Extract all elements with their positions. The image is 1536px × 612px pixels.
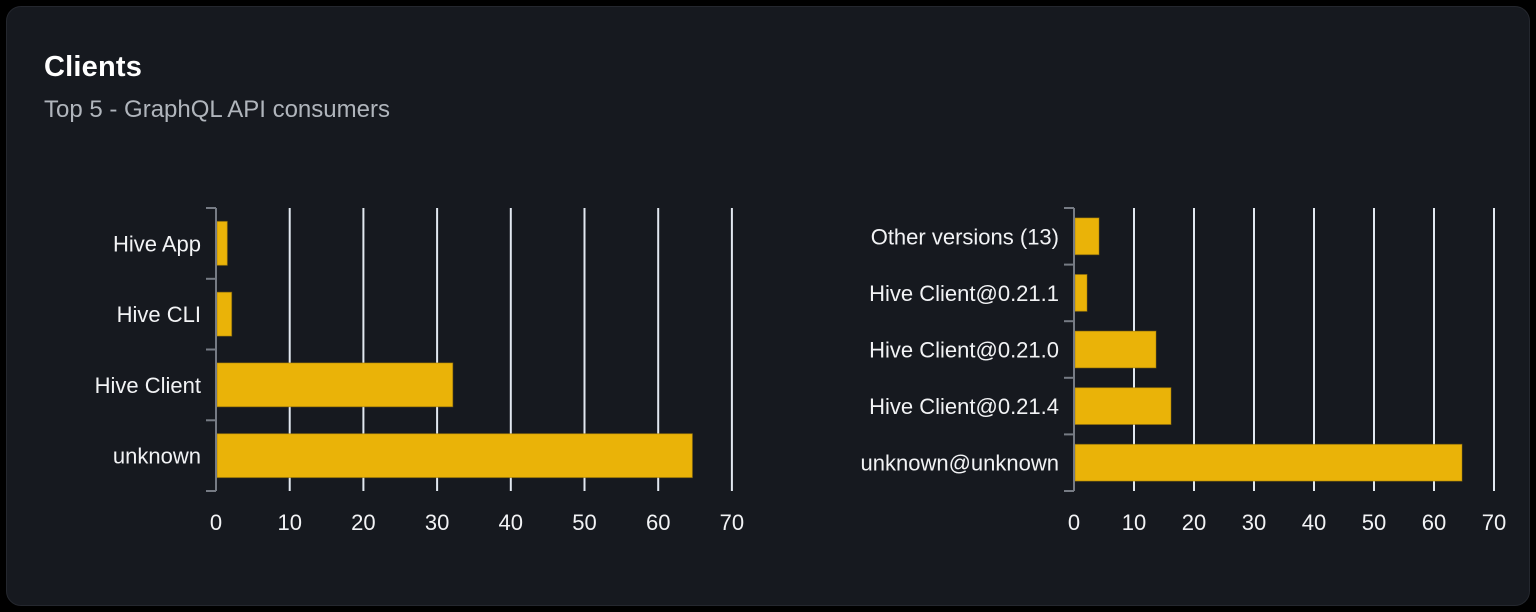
x-tick-label: 0 xyxy=(1068,510,1080,535)
x-tick-label: 60 xyxy=(1422,510,1446,535)
x-tick-label: 40 xyxy=(499,510,523,535)
bar xyxy=(216,433,693,479)
x-tick-label: 0 xyxy=(210,510,222,535)
x-tick-label: 20 xyxy=(351,510,375,535)
category-label: Other versions (13) xyxy=(871,224,1059,249)
bar xyxy=(1074,330,1157,369)
x-tick-label: 50 xyxy=(572,510,596,535)
card-title: Clients xyxy=(44,51,143,83)
category-label: unknown@unknown xyxy=(861,451,1059,476)
category-label: unknown xyxy=(113,444,201,469)
x-tick-label: 50 xyxy=(1362,510,1386,535)
bar xyxy=(216,291,233,337)
x-tick-label: 60 xyxy=(646,510,670,535)
clients-bar-chart: Hive App Hive CLI Hive Client unknown 0 10 20 3… xyxy=(95,207,744,535)
bar xyxy=(1074,274,1088,312)
x-tick-label: 10 xyxy=(1122,510,1146,535)
category-label: Hive Client@0.21.4 xyxy=(869,394,1059,419)
category-label: Hive Client@0.21.1 xyxy=(869,281,1059,306)
clients-card: Clients Top 5 - GraphQL API consumers Hi… xyxy=(6,6,1530,606)
x-tick-label: 70 xyxy=(1482,510,1506,535)
category-label: Hive CLI xyxy=(117,302,201,327)
bar xyxy=(216,362,454,408)
x-tick-label: 40 xyxy=(1302,510,1326,535)
bar xyxy=(216,220,228,266)
client-versions-bar-chart: Other versions (13) Hive Client@0.21.1 Hiv… xyxy=(861,207,1506,535)
x-tick-label: 30 xyxy=(425,510,449,535)
x-tick-label: 10 xyxy=(277,510,301,535)
x-tick-label: 20 xyxy=(1182,510,1206,535)
category-label: Hive Client xyxy=(95,373,201,398)
bar xyxy=(1074,387,1172,425)
category-label: Hive Client@0.21.0 xyxy=(869,338,1059,363)
card-subtitle: Top 5 - GraphQL API consumers xyxy=(44,96,390,123)
category-label: Hive App xyxy=(113,231,201,256)
bar xyxy=(1074,217,1100,256)
bar xyxy=(1074,443,1463,482)
x-tick-label: 30 xyxy=(1242,510,1266,535)
x-tick-label: 70 xyxy=(720,510,744,535)
